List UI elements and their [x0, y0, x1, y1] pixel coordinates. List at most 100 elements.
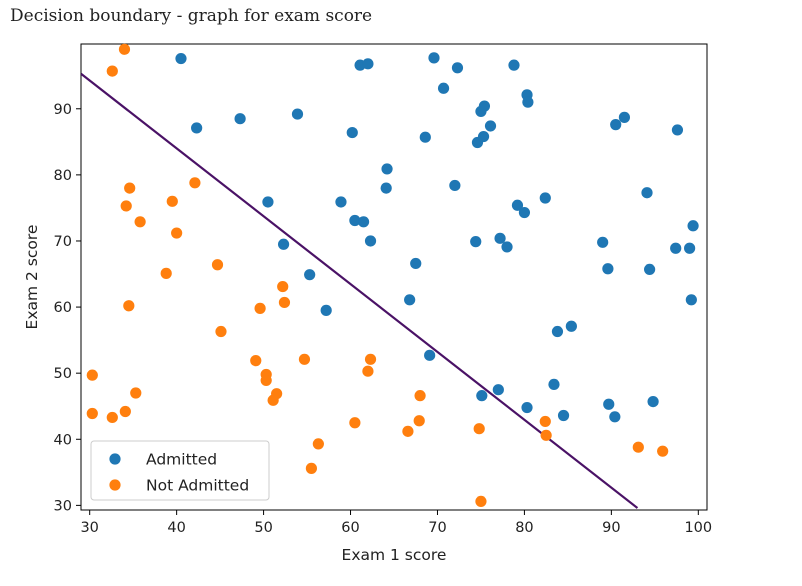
admitted-point	[234, 113, 246, 125]
not-admitted-point	[349, 417, 361, 429]
admitted-point	[609, 411, 621, 423]
admitted-point	[346, 126, 358, 139]
not-admitted-point	[414, 390, 426, 402]
admitted-point	[492, 384, 504, 396]
admitted-point	[603, 398, 615, 410]
admitted-point	[335, 196, 347, 208]
admitted-point	[291, 108, 304, 120]
admitted-point	[349, 214, 361, 227]
legend-box	[90, 440, 270, 501]
admitted-point	[687, 220, 699, 232]
not-admitted-point	[106, 411, 118, 424]
admitted-point	[476, 390, 488, 402]
y-tick-label: 40	[54, 432, 72, 448]
admitted-point	[381, 163, 393, 175]
admitted-point	[539, 192, 551, 204]
admitted-point	[428, 52, 440, 64]
admitted-point	[304, 269, 316, 281]
admitted-point	[548, 378, 560, 391]
chart-legend: Admitted Not Admitted	[90, 440, 270, 501]
admitted-point	[522, 96, 534, 108]
admitted-point	[685, 294, 697, 306]
admitted-point	[511, 199, 524, 211]
not-admitted-point	[166, 195, 178, 207]
admitted-point	[449, 179, 461, 192]
admitted-point	[551, 325, 564, 338]
admitted-point	[484, 120, 497, 132]
not-admitted-point	[539, 415, 551, 428]
not-admitted-point	[160, 267, 172, 279]
page-caption: Decision boundary - graph for exam score	[10, 6, 373, 26]
y-tick-label: 90	[54, 102, 72, 118]
admitted-point	[641, 187, 653, 199]
admitted-point	[451, 62, 464, 74]
not-admitted-point	[86, 407, 98, 420]
admitted-point	[404, 294, 416, 306]
admitted-point	[424, 349, 436, 361]
admitted-point	[362, 58, 374, 70]
not-admitted-point	[271, 388, 283, 400]
admitted-point	[610, 119, 622, 131]
x-axis-label: Exam 1 score	[342, 546, 447, 564]
not-admitted-point	[106, 65, 118, 77]
not-admitted-point	[119, 405, 131, 418]
x-tick-label: 30	[80, 520, 98, 536]
x-tick-label: 90	[602, 520, 620, 536]
not-admitted-point	[120, 200, 132, 212]
admitted-point	[364, 235, 377, 247]
admitted-point	[175, 52, 187, 65]
admitted-point	[508, 59, 520, 71]
admitted-point	[602, 263, 614, 275]
y-tick-label: 80	[54, 168, 72, 184]
admitted-point	[357, 216, 370, 228]
admitted-point	[671, 124, 684, 136]
not-admitted-point	[171, 227, 183, 239]
admitted-point	[470, 236, 482, 248]
not-admitted-point	[254, 302, 266, 314]
x-tick-label: 100	[684, 520, 712, 536]
not-admitted-point	[250, 355, 262, 367]
not-admitted-point	[260, 374, 272, 387]
not-admitted-point	[540, 429, 552, 441]
not-admitted-point	[312, 438, 324, 450]
y-tick-label: 60	[54, 300, 72, 316]
admitted-point	[478, 100, 491, 112]
admitted-point	[380, 182, 392, 194]
admitted-point	[684, 242, 696, 254]
legend-marker-admitted	[109, 453, 121, 465]
legend-marker-not-admitted	[109, 479, 121, 491]
y-tick-label: 30	[54, 498, 72, 514]
not-admitted-point	[118, 43, 131, 55]
not-admitted-point	[211, 259, 224, 271]
not-admitted-point	[402, 425, 414, 437]
legend-label-not-admitted: Not Admitted	[146, 477, 249, 495]
x-tick-label: 40	[167, 520, 185, 536]
admitted-point	[557, 409, 570, 422]
x-tick-label: 60	[341, 520, 359, 536]
not-admitted-point	[130, 387, 142, 399]
admitted-point	[191, 122, 203, 134]
admitted-point	[565, 320, 577, 332]
admitted-point	[518, 206, 531, 219]
admitted-point	[320, 304, 332, 316]
admitted-point	[501, 241, 513, 253]
admitted-point	[670, 242, 682, 254]
y-tick-label: 50	[54, 366, 72, 382]
admitted-point	[644, 263, 656, 275]
not-admitted-point	[189, 177, 201, 189]
admitted-point	[477, 130, 490, 143]
admitted-point	[597, 236, 609, 248]
not-admitted-point	[298, 353, 311, 365]
y-tick-label: 70	[54, 234, 72, 250]
not-admitted-point	[215, 325, 227, 338]
not-admitted-point	[278, 296, 291, 309]
not-admitted-point	[473, 423, 485, 435]
not-admitted-point	[475, 495, 487, 508]
x-tick-label: 80	[515, 520, 533, 536]
admitted-point	[647, 395, 659, 408]
x-tick-label: 70	[428, 520, 446, 536]
admitted-point	[437, 82, 450, 94]
admitted-point	[494, 232, 506, 244]
not-admitted-point	[86, 369, 98, 381]
